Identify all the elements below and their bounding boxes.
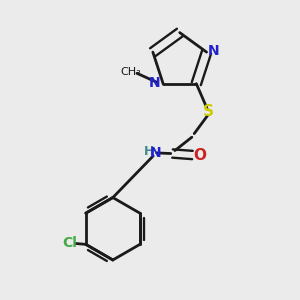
Text: Cl: Cl bbox=[62, 236, 77, 250]
Text: H: H bbox=[144, 145, 154, 158]
Text: N: N bbox=[149, 76, 160, 90]
Text: N: N bbox=[150, 146, 161, 160]
Text: N: N bbox=[208, 44, 220, 58]
Text: S: S bbox=[203, 104, 214, 119]
Text: O: O bbox=[193, 148, 206, 163]
Text: CH₃: CH₃ bbox=[121, 68, 141, 77]
